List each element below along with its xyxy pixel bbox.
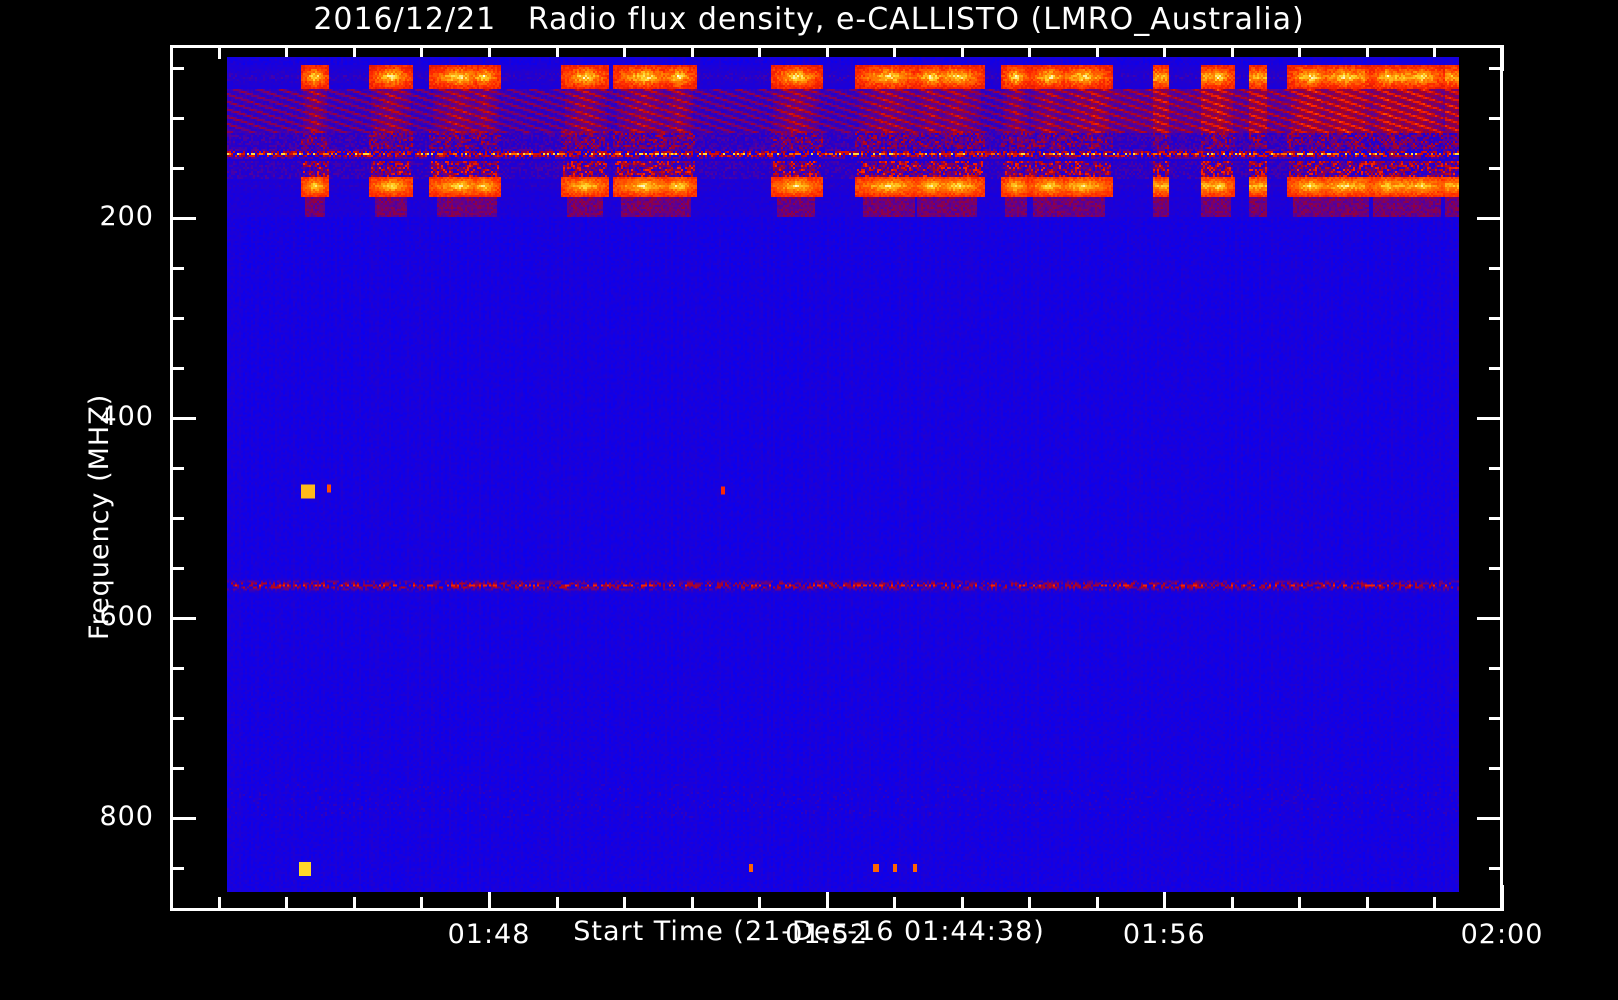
y-tick-minor bbox=[170, 667, 184, 670]
y-tick-minor-right bbox=[1489, 667, 1503, 670]
x-tick-label: 01:52 bbox=[785, 919, 869, 950]
x-tick-minor bbox=[555, 897, 559, 911]
y-tick-minor bbox=[170, 267, 184, 270]
y-tick-minor-right bbox=[1489, 317, 1503, 320]
y-tick-minor bbox=[170, 117, 184, 120]
x-tick-major bbox=[1163, 885, 1167, 911]
x-tick-minor bbox=[893, 897, 897, 911]
x-tick-minor bbox=[285, 897, 289, 911]
y-tick-label: 600 bbox=[99, 601, 154, 632]
y-tick-major-right bbox=[1477, 217, 1503, 220]
axis-frame-top bbox=[170, 45, 1503, 48]
x-tick-major bbox=[488, 885, 491, 911]
x-tick-minor bbox=[217, 897, 221, 911]
x-tick-label: 01:56 bbox=[1122, 919, 1206, 950]
y-tick-minor bbox=[170, 517, 184, 520]
y-tick-label: 200 bbox=[99, 201, 154, 232]
x-tick-minor-top bbox=[960, 45, 964, 59]
x-tick-minor-top bbox=[1365, 45, 1369, 59]
x-tick-minor-top bbox=[420, 45, 424, 59]
x-tick-label: 02:00 bbox=[1460, 919, 1544, 950]
x-tick-minor bbox=[1365, 897, 1369, 911]
y-tick-major bbox=[170, 417, 196, 420]
y-tick-major-right bbox=[1477, 817, 1503, 820]
x-tick-minor bbox=[623, 897, 627, 911]
y-tick-minor bbox=[170, 467, 184, 470]
x-tick-minor-top bbox=[285, 45, 289, 59]
x-tick-minor bbox=[690, 897, 694, 911]
x-tick-minor-top bbox=[1298, 45, 1302, 59]
y-tick-minor-right bbox=[1489, 467, 1503, 470]
y-tick-minor-right bbox=[1489, 267, 1503, 270]
spectrogram-image bbox=[227, 57, 1459, 892]
x-tick-minor-top bbox=[217, 45, 221, 59]
x-tick-minor-top bbox=[555, 45, 559, 59]
y-tick-minor bbox=[170, 717, 184, 720]
x-tick-major bbox=[1501, 885, 1504, 911]
y-tick-minor bbox=[170, 167, 184, 170]
x-tick-minor bbox=[758, 897, 762, 911]
spectrogram-canvas bbox=[227, 57, 1459, 892]
x-tick-minor bbox=[960, 897, 964, 911]
x-tick-minor bbox=[1298, 897, 1302, 911]
x-tick-minor bbox=[352, 897, 356, 911]
x-tick-minor-top bbox=[758, 45, 762, 59]
x-tick-minor-top bbox=[352, 45, 356, 59]
x-tick-minor bbox=[420, 897, 424, 911]
y-tick-minor bbox=[170, 367, 184, 370]
x-tick-minor bbox=[1230, 897, 1234, 911]
chart-title: 2016/12/21 Radio flux density, e-CALLIST… bbox=[313, 2, 1305, 37]
y-tick-minor-right bbox=[1489, 167, 1503, 170]
y-tick-label: 400 bbox=[99, 401, 154, 432]
y-tick-minor bbox=[170, 567, 184, 570]
x-tick-minor-top bbox=[1433, 45, 1437, 59]
x-tick-minor-top bbox=[690, 45, 694, 59]
y-tick-minor bbox=[170, 317, 184, 320]
y-tick-major bbox=[170, 817, 196, 820]
x-axis-title: Start Time (21-Dec-16 01:44:38) bbox=[573, 916, 1045, 947]
x-tick-minor-top bbox=[623, 45, 627, 59]
y-tick-minor-right bbox=[1489, 867, 1503, 870]
y-tick-minor-right bbox=[1489, 517, 1503, 520]
axis-frame-left bbox=[170, 45, 173, 911]
y-tick-minor-right bbox=[1489, 717, 1503, 720]
y-tick-minor bbox=[170, 867, 184, 870]
y-tick-major bbox=[170, 617, 196, 620]
y-tick-major-right bbox=[1477, 617, 1503, 620]
y-tick-minor-right bbox=[1489, 567, 1503, 570]
x-tick-minor bbox=[1433, 897, 1437, 911]
y-tick-minor-right bbox=[1489, 117, 1503, 120]
y-tick-minor-right bbox=[1489, 67, 1503, 70]
y-tick-minor-right bbox=[1489, 367, 1503, 370]
y-tick-major-right bbox=[1477, 417, 1503, 420]
x-tick-minor bbox=[1028, 897, 1032, 911]
x-tick-major bbox=[825, 885, 829, 911]
x-tick-label: 01:48 bbox=[447, 919, 531, 950]
y-tick-minor-right bbox=[1489, 767, 1503, 770]
x-tick-minor-top bbox=[1028, 45, 1032, 59]
x-tick-minor-top bbox=[1230, 45, 1234, 59]
y-tick-label: 800 bbox=[99, 801, 154, 832]
axis-frame-right bbox=[1500, 45, 1503, 911]
x-tick-minor-top bbox=[1095, 45, 1099, 59]
y-tick-minor bbox=[170, 67, 184, 70]
x-tick-minor-top bbox=[893, 45, 897, 59]
x-tick-minor bbox=[1095, 897, 1099, 911]
axis-frame-bottom bbox=[170, 908, 1503, 911]
y-tick-minor bbox=[170, 767, 184, 770]
x-tick-major-top bbox=[1501, 45, 1504, 71]
y-tick-major bbox=[170, 217, 196, 220]
